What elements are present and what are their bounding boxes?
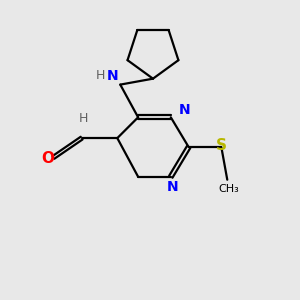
Text: N: N	[167, 180, 178, 194]
Text: O: O	[41, 152, 54, 166]
Text: H: H	[78, 112, 88, 125]
Text: H: H	[96, 69, 105, 82]
Text: CH₃: CH₃	[218, 184, 239, 194]
Text: N: N	[107, 69, 118, 83]
Text: S: S	[216, 138, 227, 153]
Text: N: N	[178, 103, 190, 117]
